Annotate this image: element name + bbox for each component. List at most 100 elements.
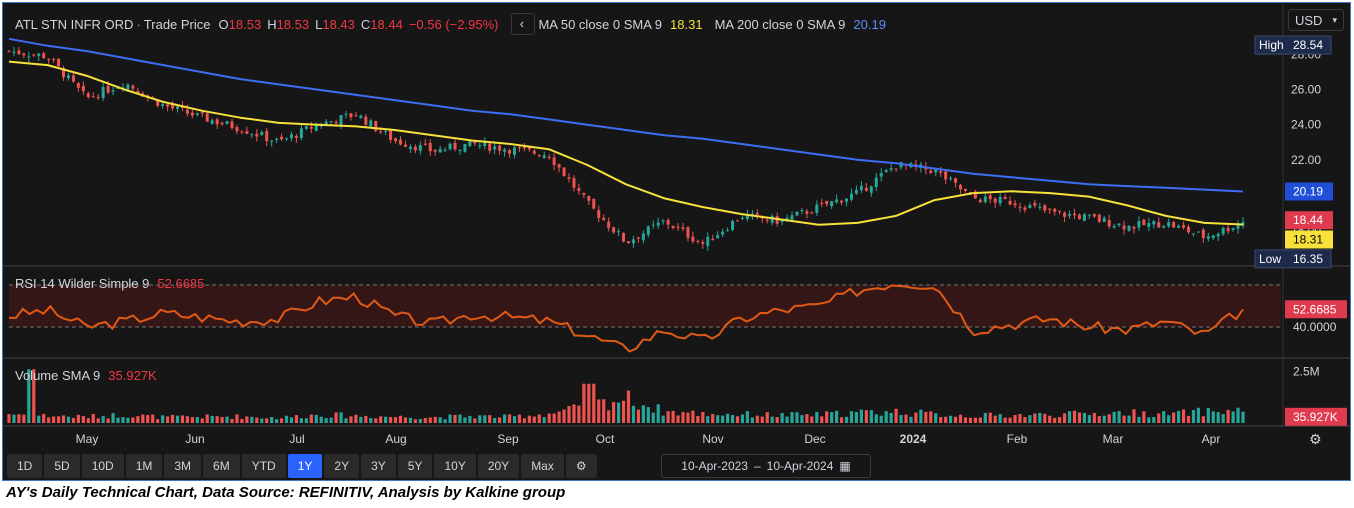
volume-bar xyxy=(1127,415,1131,423)
axis-settings-icon[interactable]: ⚙ xyxy=(1309,432,1322,448)
candle-body xyxy=(849,193,853,200)
volume-bar xyxy=(438,417,442,423)
volume-bar xyxy=(998,414,1002,423)
volume-bar xyxy=(750,417,754,423)
volume-bar xyxy=(294,415,299,423)
range-5d[interactable]: 5D xyxy=(44,454,80,478)
range-5y[interactable]: 5Y xyxy=(397,454,433,478)
ma50-tag-bg xyxy=(1285,230,1333,249)
calendar-icon: ▦ xyxy=(839,459,851,473)
range-3y[interactable]: 3Y xyxy=(361,454,396,478)
candle-body xyxy=(612,227,616,233)
volume-bar xyxy=(1241,411,1245,423)
range-10y[interactable]: 10Y xyxy=(434,454,476,478)
volume-bar xyxy=(567,406,571,423)
candle-body xyxy=(1013,203,1017,206)
candle-body xyxy=(175,106,179,109)
candle-body xyxy=(190,112,194,116)
candle-body xyxy=(790,215,794,220)
candle-body xyxy=(577,188,581,191)
range-1d[interactable]: 1D xyxy=(7,454,43,478)
candle-body xyxy=(1077,214,1081,220)
volume-bar xyxy=(364,415,368,423)
candle-body xyxy=(508,150,512,154)
candle-body xyxy=(215,119,219,125)
time-axis-label: Feb xyxy=(1007,432,1028,446)
volume-bar xyxy=(71,417,76,423)
candle-body xyxy=(929,170,933,173)
candle-body xyxy=(1147,223,1151,227)
candle-body xyxy=(1082,214,1086,221)
candle-body xyxy=(626,241,630,243)
volume-bar xyxy=(1196,407,1200,423)
volume-label: Volume SMA 9 xyxy=(15,368,101,383)
candle-body xyxy=(423,143,427,145)
settings-button[interactable]: ⚙ xyxy=(565,454,597,478)
range-6m[interactable]: 6M xyxy=(203,454,240,478)
volume-bar xyxy=(304,418,308,423)
candle-body xyxy=(408,146,412,150)
volume-bar xyxy=(666,411,670,423)
volume-bar xyxy=(864,410,868,423)
candle-body xyxy=(7,50,11,52)
time-axis-label: Jun xyxy=(185,432,204,446)
candle-body xyxy=(651,224,655,226)
currency-select[interactable]: USD ▾ xyxy=(1288,9,1344,31)
volume-bar xyxy=(319,416,323,423)
candle-body xyxy=(394,138,398,142)
candle-body xyxy=(1107,219,1111,227)
candle-body xyxy=(289,134,293,139)
range-max[interactable]: Max xyxy=(521,454,564,478)
candle-body xyxy=(62,68,66,78)
candle-body xyxy=(255,133,259,137)
range-ytd[interactable]: YTD xyxy=(241,454,286,478)
collapse-legend-button[interactable]: ‹ xyxy=(511,13,536,35)
candle-body xyxy=(1043,205,1047,211)
candle-body xyxy=(532,150,536,154)
volume-bar xyxy=(646,407,650,423)
volume-legend: Volume SMA 9 35.927K xyxy=(15,368,160,383)
volume-bar xyxy=(904,414,908,423)
volume-bar xyxy=(126,417,130,423)
candle-body xyxy=(587,195,591,201)
candle-body xyxy=(845,198,849,202)
candle-body xyxy=(1087,214,1091,216)
candle-body xyxy=(503,149,507,152)
candle-body xyxy=(1018,206,1022,208)
volume-bar xyxy=(56,416,61,423)
volume-bar xyxy=(711,414,715,423)
candle-body xyxy=(998,196,1002,204)
volume-bar xyxy=(398,415,403,423)
volume-bar xyxy=(433,416,437,423)
volume-bar xyxy=(423,418,427,423)
volume-bar xyxy=(849,411,854,423)
range-3m[interactable]: 3M xyxy=(164,454,202,478)
candle-body xyxy=(1216,233,1220,237)
candle-body xyxy=(716,235,720,239)
range-10d[interactable]: 10D xyxy=(81,454,124,478)
volume-bar xyxy=(413,419,417,423)
volume-bar xyxy=(1172,412,1176,423)
range-1y[interactable]: 1Y xyxy=(287,454,323,478)
volume-bar xyxy=(542,417,546,423)
volume-bar xyxy=(537,414,541,423)
volume-bar xyxy=(1038,412,1042,423)
date-separator: – xyxy=(753,459,761,473)
volume-bar xyxy=(978,417,982,423)
volume-bar xyxy=(101,416,105,423)
candle-body xyxy=(493,146,497,150)
candle-body xyxy=(1236,224,1240,229)
range-20y[interactable]: 20Y xyxy=(477,454,520,478)
date-range-picker[interactable]: 10-Apr-2023 – 10-Apr-2024 ▦ xyxy=(661,454,871,478)
volume-bar xyxy=(859,409,864,423)
candle-body xyxy=(557,164,561,168)
volume-bar xyxy=(498,417,502,423)
chevron-left-icon: ‹ xyxy=(519,16,525,31)
gear-icon: ⚙ xyxy=(575,459,587,473)
candle-body xyxy=(1063,212,1067,217)
range-2y[interactable]: 2Y xyxy=(324,454,360,478)
time-axis-label: Aug xyxy=(385,432,406,446)
volume-bar xyxy=(616,402,621,423)
range-1m[interactable]: 1M xyxy=(125,454,163,478)
candle-body xyxy=(815,204,819,213)
